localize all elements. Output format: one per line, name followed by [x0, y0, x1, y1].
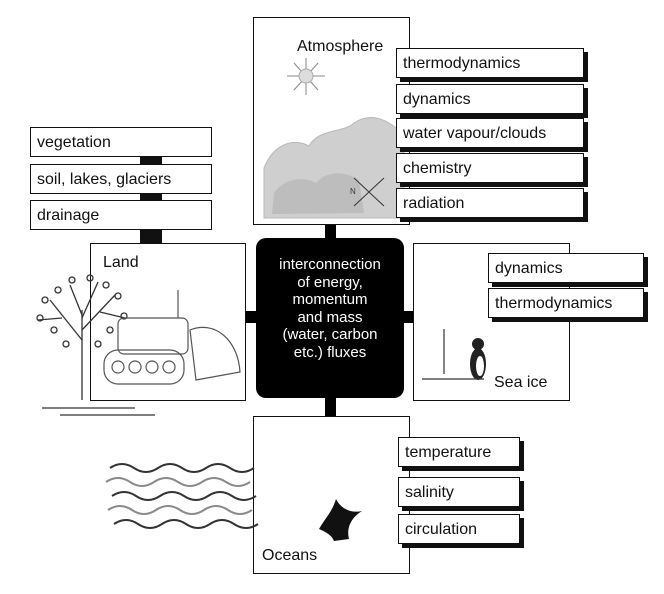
atmosphere-process-radiation: radiation: [396, 188, 584, 218]
oceans-panel: Oceans: [253, 416, 410, 574]
ocean-property-circulation: circulation: [398, 514, 520, 544]
atmosphere-process-chemistry: chemistry: [396, 153, 584, 183]
land-component-soil-lakes-glaciers: soil, lakes, glaciers: [30, 164, 212, 194]
sea-ice-process-thermodynamics: thermodynamics: [488, 288, 644, 318]
sun-icon: [287, 58, 325, 95]
atmosphere-illustration: N: [263, 58, 405, 219]
ocean-property-temperature: temperature: [398, 437, 520, 467]
atmosphere-label: Atmosphere: [297, 38, 384, 56]
sea-ice-label: Sea ice: [494, 374, 548, 391]
svg-text:N: N: [350, 187, 356, 196]
cloud-detail-shape: [272, 173, 364, 214]
atmosphere-process-water-vapour: water vapour/clouds: [396, 118, 584, 148]
land-component-drainage: drainage: [30, 200, 212, 230]
compass-icon: N: [350, 177, 385, 207]
interconnection-box: interconnection of energy, momentum and …: [256, 238, 404, 398]
atmosphere-process-thermodynamics: thermodynamics: [396, 48, 584, 78]
penguin-icon: [470, 338, 486, 380]
land-panel: Land: [90, 243, 246, 401]
land-label: Land: [103, 254, 139, 271]
oceans-illustration: [319, 499, 362, 541]
oceans-label: Oceans: [262, 547, 318, 564]
interconnection-text: interconnection of energy, momentum and …: [279, 256, 381, 361]
sea-ice-process-dynamics: dynamics: [488, 253, 644, 283]
ocean-property-salinity: salinity: [398, 477, 520, 507]
atmosphere-panel: N Atmosphere: [253, 17, 410, 225]
land-component-vegetation: vegetation: [30, 127, 212, 157]
whale-tail-icon: [319, 499, 362, 541]
atmosphere-process-dynamics: dynamics: [396, 84, 584, 114]
sea-ice-illustration: [422, 329, 486, 380]
